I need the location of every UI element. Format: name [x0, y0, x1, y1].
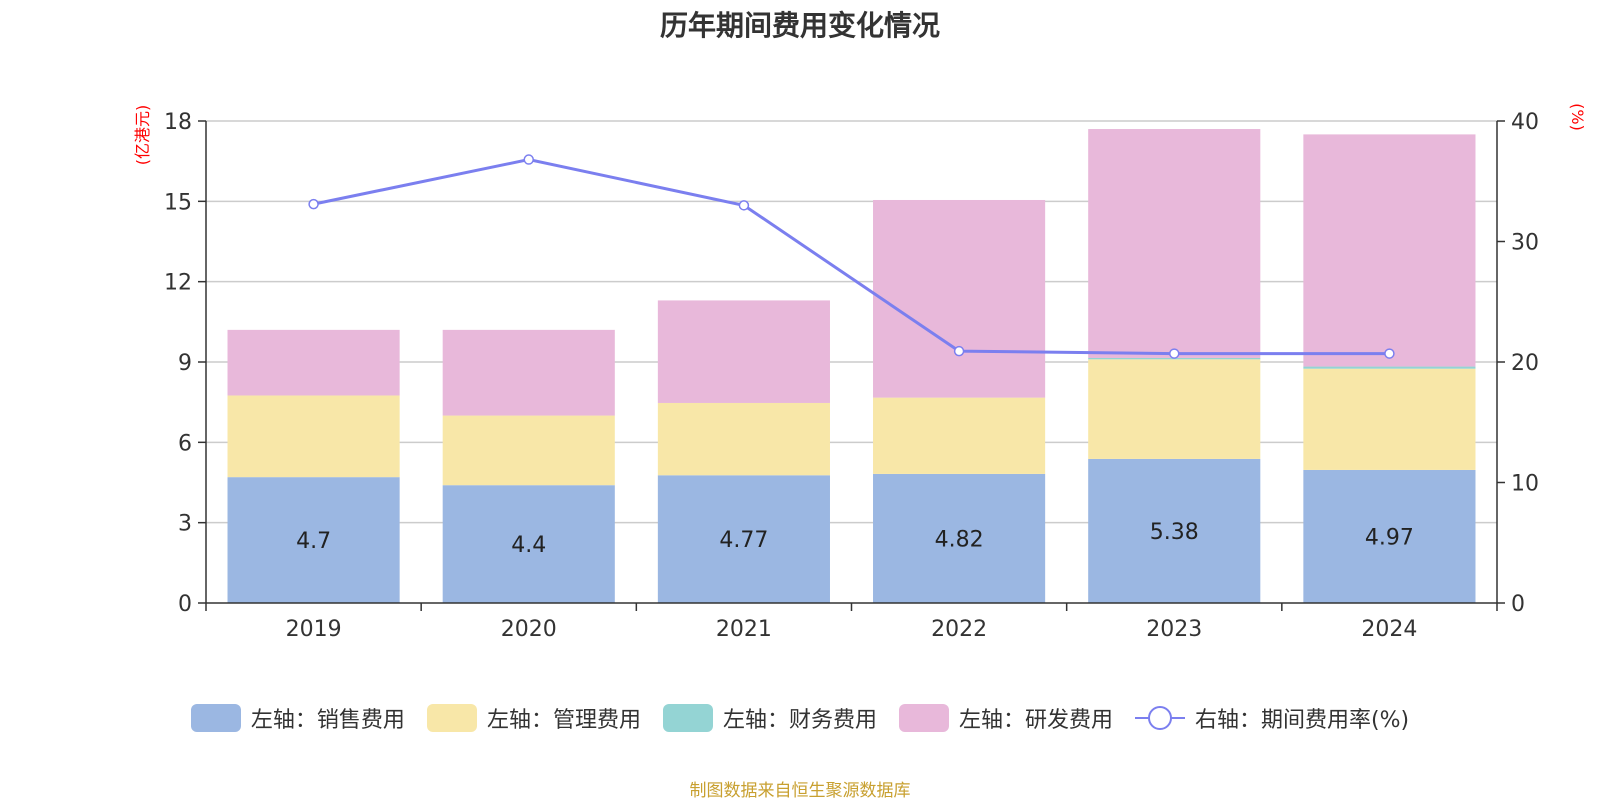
source-note: 制图数据来自恒生聚源数据库 — [689, 781, 911, 801]
legend-label-sales: 左轴：销售费用 — [250, 708, 405, 733]
legend-label-rnd: 左轴：研发费用 — [958, 708, 1113, 733]
rate-point — [1169, 348, 1180, 359]
bar-segment — [657, 300, 830, 403]
legend-item-finance[interactable]: 左轴：财务费用 — [662, 702, 877, 734]
legend-item-admin[interactable]: 左轴：管理费用 — [426, 702, 641, 734]
right-tick-label: 0 — [1511, 592, 1525, 617]
legend-label-admin: 左轴：管理费用 — [486, 708, 641, 733]
bar-segment — [1088, 458, 1261, 603]
left-axis-unit: (亿港元) — [133, 105, 152, 166]
left-tick-label: 0 — [178, 592, 192, 617]
bar-segment — [442, 329, 615, 416]
chart-svg: 4.7 4.4 4.77 4.82 5.38 4.97 0 3 6 9 12 15 18 0 10 20 30… — [133, 103, 1587, 642]
bar-data-label: 4.77 — [719, 528, 768, 553]
right-tick-label: 30 — [1511, 231, 1539, 256]
left-tick-label: 3 — [178, 512, 192, 537]
chart-title: 历年期间费用变化情况 — [659, 9, 940, 42]
bar-segment — [1088, 359, 1261, 459]
left-tick-label: 12 — [164, 271, 192, 296]
left-tick-label: 15 — [164, 190, 192, 215]
x-tick-label: 2019 — [286, 617, 342, 642]
bar-segment — [227, 477, 400, 603]
bar-data-label: 4.7 — [296, 529, 331, 554]
left-tick-label: 18 — [164, 110, 192, 135]
bar-segment — [873, 473, 1046, 603]
bar-segment — [657, 475, 830, 603]
bar-segment — [1088, 129, 1261, 358]
right-tick-label: 10 — [1511, 472, 1539, 497]
x-tick-label: 2024 — [1361, 617, 1417, 642]
bar-segment — [1303, 368, 1476, 470]
rate-point — [1384, 348, 1395, 359]
legend-swatch-finance — [662, 704, 713, 732]
bar-segment — [1303, 366, 1476, 369]
bar-segment — [1303, 469, 1476, 603]
legend-item-rnd[interactable]: 左轴：研发费用 — [898, 702, 1113, 734]
bar-segment — [657, 402, 830, 476]
bar-segment — [442, 485, 615, 603]
x-tick-label: 2021 — [716, 617, 772, 642]
legend: 左轴：销售费用 左轴：管理费用 左轴：财务费用 左轴：研发费用 右轴：期间费用率… — [0, 702, 1600, 734]
bars — [227, 129, 1476, 603]
legend-swatch-rate — [1134, 704, 1185, 732]
left-tick-label: 6 — [178, 431, 192, 456]
legend-label-rate: 右轴：期间费用率(%) — [1194, 708, 1410, 733]
legend-swatch-sales — [190, 704, 241, 732]
x-tick-label: 2022 — [931, 617, 987, 642]
right-tick-label: 40 — [1511, 110, 1539, 135]
right-axis-unit: (%) — [1568, 103, 1587, 131]
expense-rate-line — [308, 154, 1395, 359]
bar-data-label: 4.82 — [935, 527, 984, 552]
bar-segment — [442, 415, 615, 486]
legend-item-rate[interactable]: 右轴：期间费用率(%) — [1134, 702, 1410, 734]
rate-point — [308, 198, 319, 210]
x-tick-label: 2020 — [501, 617, 557, 642]
rate-point — [523, 154, 534, 165]
bar-segment — [873, 397, 1046, 474]
bar-segment — [1303, 134, 1476, 367]
left-tick-label: 9 — [178, 351, 192, 376]
legend-swatch-admin — [426, 704, 477, 732]
rate-point — [953, 345, 965, 357]
legend-swatch-rnd — [898, 704, 949, 732]
right-tick-label: 20 — [1511, 351, 1539, 376]
bar-data-label: 4.4 — [511, 533, 546, 558]
bar-segment — [873, 199, 1046, 398]
bar-segment — [227, 395, 400, 478]
legend-label-finance: 左轴：财务费用 — [722, 708, 877, 733]
axes: 0 3 6 9 12 15 18 0 10 20 30 40 2019 2020 2021 2022 2023 2… — [164, 110, 1539, 642]
bar-data-label: 5.38 — [1150, 520, 1199, 545]
bar-data-label: 4.97 — [1365, 525, 1414, 550]
rate-point — [738, 200, 750, 211]
bar-segment — [227, 329, 400, 396]
legend-item-sales[interactable]: 左轴：销售费用 — [190, 702, 405, 734]
rate-line — [313, 158, 1390, 356]
bar-labels: 4.7 4.4 4.77 4.82 5.38 4.97 — [296, 520, 1414, 558]
x-tick-label: 2023 — [1146, 617, 1202, 642]
grid-lines — [206, 120, 1497, 524]
